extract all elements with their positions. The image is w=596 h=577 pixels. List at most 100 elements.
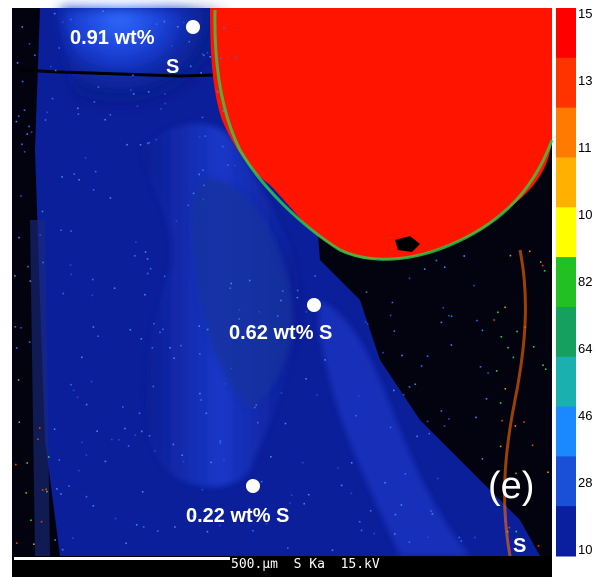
speckle [132,74,134,77]
speckle [365,291,368,293]
speckle [109,114,112,116]
speckle [532,346,535,348]
speckle [210,461,212,464]
speckle [504,388,507,390]
speckle [144,251,147,253]
speckle [20,195,22,197]
speckle [324,359,326,361]
speckle [541,264,544,267]
speckle [206,52,209,54]
speckle [202,169,204,171]
speckle [124,427,126,430]
spot-marker-1 [186,20,200,34]
speckle [479,366,482,368]
speckle [284,422,287,425]
speckle [289,502,291,504]
colorbar-segment [556,406,576,457]
speckle [201,53,204,55]
speckle [61,548,64,551]
speckle [41,210,44,213]
speckle [51,97,54,100]
speckle [393,330,396,332]
spot-label-1-element: S [166,56,180,78]
speckle [45,488,47,491]
speckle [234,56,237,59]
speckle [516,330,518,333]
speckle [220,57,222,59]
speckle [431,513,434,515]
spot-label-3: 0.22 wt% S [186,505,290,527]
speckle [72,537,74,539]
speckle [77,107,79,110]
speckle [414,383,417,386]
speckle [97,86,100,88]
speckle [54,69,57,72]
speckle [146,142,149,145]
scale-bar-text: 500.μm S Ka 15.kV [231,557,380,572]
speckle [499,402,502,404]
speckle [15,120,18,123]
speckle [474,536,476,539]
speckle [62,292,65,295]
speckle [21,26,24,28]
speckle [229,287,232,289]
speckle [20,327,22,329]
speckle [393,389,395,392]
speckle [33,543,35,545]
speckle [450,344,453,346]
speckle [62,21,64,23]
colorbar-segment [556,356,576,408]
speckle [260,480,263,483]
speckle [182,21,185,24]
speckle [463,255,465,257]
speckle [400,504,403,506]
speckle [135,524,138,526]
speckle [389,426,392,429]
colorbar-segment [556,157,576,208]
speckle [270,456,272,458]
speckle [92,505,95,507]
speckle [146,272,149,275]
colorbar-segment [556,257,576,308]
speckle [28,125,30,128]
speckle [14,326,17,328]
speckle [26,133,29,135]
speckle [440,410,443,412]
speckle [169,347,171,349]
speckle [408,277,411,280]
speckle [134,255,136,257]
speckle [23,109,26,111]
speckle [281,290,284,292]
speckle [54,539,56,541]
speckle [437,477,439,480]
speckle [84,157,87,159]
speckle [373,532,375,535]
speckle [28,43,31,45]
speckle [46,111,48,114]
speckle [129,329,132,331]
colorbar-tick-label: 10 [578,542,593,557]
speckle [92,189,95,191]
speckle [148,141,150,144]
speckle [495,370,498,372]
speckle [16,62,19,64]
speckle [209,56,211,58]
speckle [85,16,88,19]
speckle [46,490,48,493]
speckle [167,68,169,71]
speckle [126,143,128,146]
speckle [523,421,525,423]
speckle [175,220,178,222]
speckle [174,526,176,528]
speckle [18,421,21,423]
speckle [77,113,80,115]
speckle [104,460,107,463]
colorbar-tick-label: 28 [578,475,593,490]
speckle [301,461,304,464]
speckle [78,469,80,472]
speckle [198,136,201,138]
speckle [181,454,183,456]
speckle [402,393,405,396]
